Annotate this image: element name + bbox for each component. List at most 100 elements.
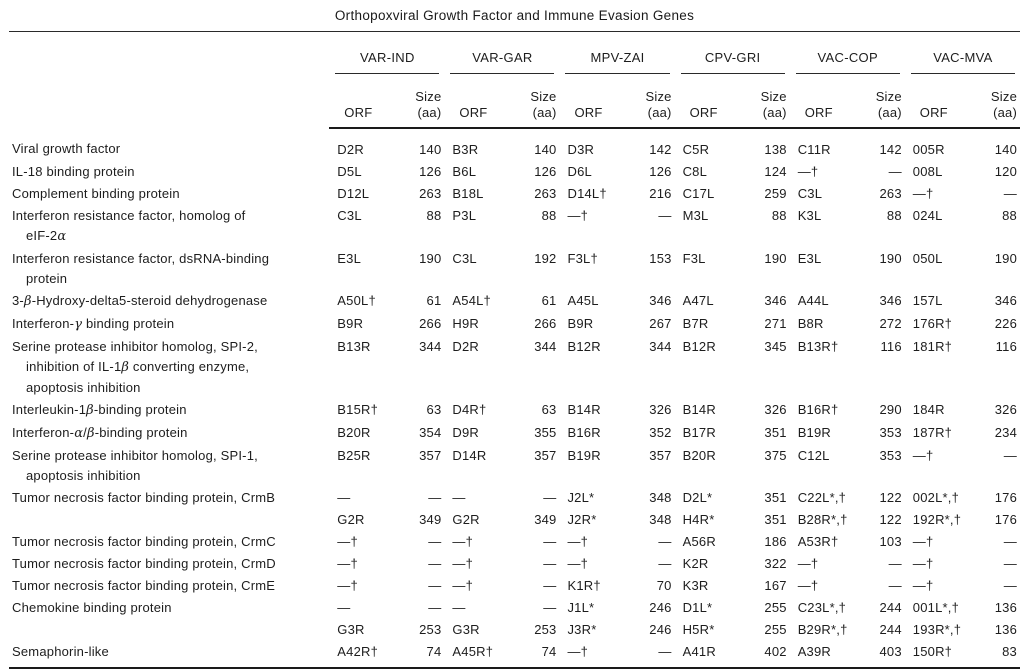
size-cell: —: [658, 534, 672, 549]
size-cell: —: [888, 556, 902, 571]
orf-cell: —†: [912, 578, 934, 593]
orf-cell: B3R: [452, 142, 479, 157]
size-cell: 259: [764, 186, 787, 201]
size-cell: —: [543, 490, 557, 505]
size-cell: 253: [534, 622, 557, 637]
row-label: Interleukin-1β-binding protein: [12, 402, 187, 418]
size-label: Size: [645, 89, 672, 104]
table-row: Viral growth factor D2R 140 B3R 140 D3R …: [9, 128, 1020, 161]
size-cell: 348: [649, 490, 672, 505]
size-cell: 63: [426, 402, 442, 417]
orf-cell: —†: [797, 164, 819, 179]
size-cell: 246: [649, 622, 672, 637]
table-row: Interferon resistance factor, dsRNA-bind…: [9, 248, 1020, 290]
column-group-header: VAR-IND: [329, 32, 444, 76]
orf-column-header: ORF: [559, 75, 632, 129]
size-cell: 138: [764, 142, 787, 157]
orf-cell: G2R: [452, 512, 480, 527]
size-cell: 116: [880, 339, 902, 354]
table-row: Tumor necrosis factor binding protein, C…: [9, 553, 1020, 575]
row-label: Tumor necrosis factor binding protein, C…: [12, 534, 276, 549]
size-cell: 74: [426, 644, 442, 659]
size-cell: 244: [879, 622, 902, 637]
size-cell: 271: [764, 316, 787, 331]
row-label: Chemokine binding protein: [12, 600, 172, 615]
size-cell: 344: [419, 339, 442, 354]
table-row: G3R 253 G3R 253 J3R* 246 H5R* 255 B29R*,…: [9, 619, 1020, 641]
size-cell: 402: [764, 644, 787, 659]
size-unit-label: (aa): [877, 105, 902, 120]
table-row: Interferon-α/β-binding protein B20R 354 …: [9, 422, 1020, 445]
size-cell: 348: [649, 512, 672, 527]
table-row: Interferon resistance factor, homolog of…: [9, 205, 1020, 248]
size-cell: 136: [994, 600, 1017, 615]
size-cell: —: [1003, 448, 1017, 463]
size-cell: 353: [879, 448, 902, 463]
orf-cell: B8R: [797, 316, 824, 331]
size-cell: 253: [419, 622, 442, 637]
orf-cell: —†: [337, 534, 358, 549]
size-cell: —: [888, 164, 902, 179]
orf-cell: J3R*: [567, 622, 597, 637]
size-cell: —: [888, 578, 902, 593]
size-cell: 344: [534, 339, 557, 354]
size-cell: 88: [771, 208, 787, 223]
orf-cell: 005R: [912, 142, 945, 157]
size-cell: —: [428, 578, 442, 593]
orf-cell: E3L: [797, 251, 822, 266]
group-name: VAC-MVA: [910, 47, 1015, 74]
size-cell: 190: [879, 251, 902, 266]
size-cell: 126: [649, 164, 672, 179]
size-cell: 349: [534, 512, 557, 527]
table-row: IL-18 binding protein D5L 126 B6L 126 D6…: [9, 161, 1020, 183]
genes-table: VAR-IND VAR-GAR MPV-ZAI CPV-GRI VAC-COP …: [9, 31, 1020, 669]
orf-cell: —: [337, 490, 351, 505]
size-cell: 375: [764, 448, 787, 463]
orf-cell: A39R: [797, 644, 832, 659]
size-cell: 126: [534, 164, 557, 179]
orf-cell: 193R*,†: [912, 622, 962, 637]
size-cell: 346: [649, 293, 672, 308]
size-label: Size: [415, 89, 442, 104]
orf-cell: P3L: [452, 208, 477, 223]
orf-cell: A53R†: [797, 534, 839, 549]
row-label: Tumor necrosis factor binding protein, C…: [12, 578, 276, 593]
size-cell: 344: [649, 339, 672, 354]
orf-column-header: ORF: [789, 75, 862, 129]
size-cell: 346: [764, 293, 787, 308]
orf-cell: C3L: [452, 251, 477, 266]
orf-cell: B14R: [567, 402, 601, 417]
row-label: Interferon-γ binding protein: [12, 316, 175, 332]
orf-cell: B20R: [337, 425, 371, 440]
orf-cell: B19R: [567, 448, 601, 463]
size-cell: 244: [879, 600, 902, 615]
size-cell: 351: [764, 512, 787, 527]
row-label: Viral growth factor: [12, 141, 121, 156]
orf-cell: —†: [452, 578, 474, 593]
table-row: Tumor necrosis factor binding protein, C…: [9, 575, 1020, 597]
orf-cell: K3L: [797, 208, 822, 223]
size-cell: —: [1003, 186, 1017, 201]
orf-cell: B19R: [797, 425, 832, 440]
size-column-header: Size (aa): [401, 75, 445, 129]
orf-cell: —†: [337, 578, 358, 593]
orf-column-header: ORF: [904, 75, 977, 129]
size-cell: 122: [879, 512, 902, 527]
size-cell: 353: [879, 425, 902, 440]
size-unit-label: (aa): [993, 105, 1017, 120]
size-cell: 88: [1002, 208, 1017, 223]
orf-cell: D1L*: [682, 600, 713, 615]
size-cell: 322: [764, 556, 787, 571]
size-cell: 124: [764, 164, 787, 179]
size-cell: 355: [534, 425, 557, 440]
sub-header-row: ORF Size (aa) ORF Size (aa) ORF Size (aa) O…: [9, 75, 1020, 129]
size-cell: 74: [541, 644, 557, 659]
table-row: Semaphorin-like A42R† 74 A45R† 74 —† — A…: [9, 641, 1020, 668]
orf-column-header: ORF: [329, 75, 402, 129]
orf-cell: H5R*: [682, 622, 715, 637]
size-cell: 345: [764, 339, 787, 354]
size-cell: 351: [764, 425, 787, 440]
orf-cell: —: [452, 600, 466, 615]
size-cell: —: [543, 556, 557, 571]
size-cell: 120: [994, 164, 1017, 179]
